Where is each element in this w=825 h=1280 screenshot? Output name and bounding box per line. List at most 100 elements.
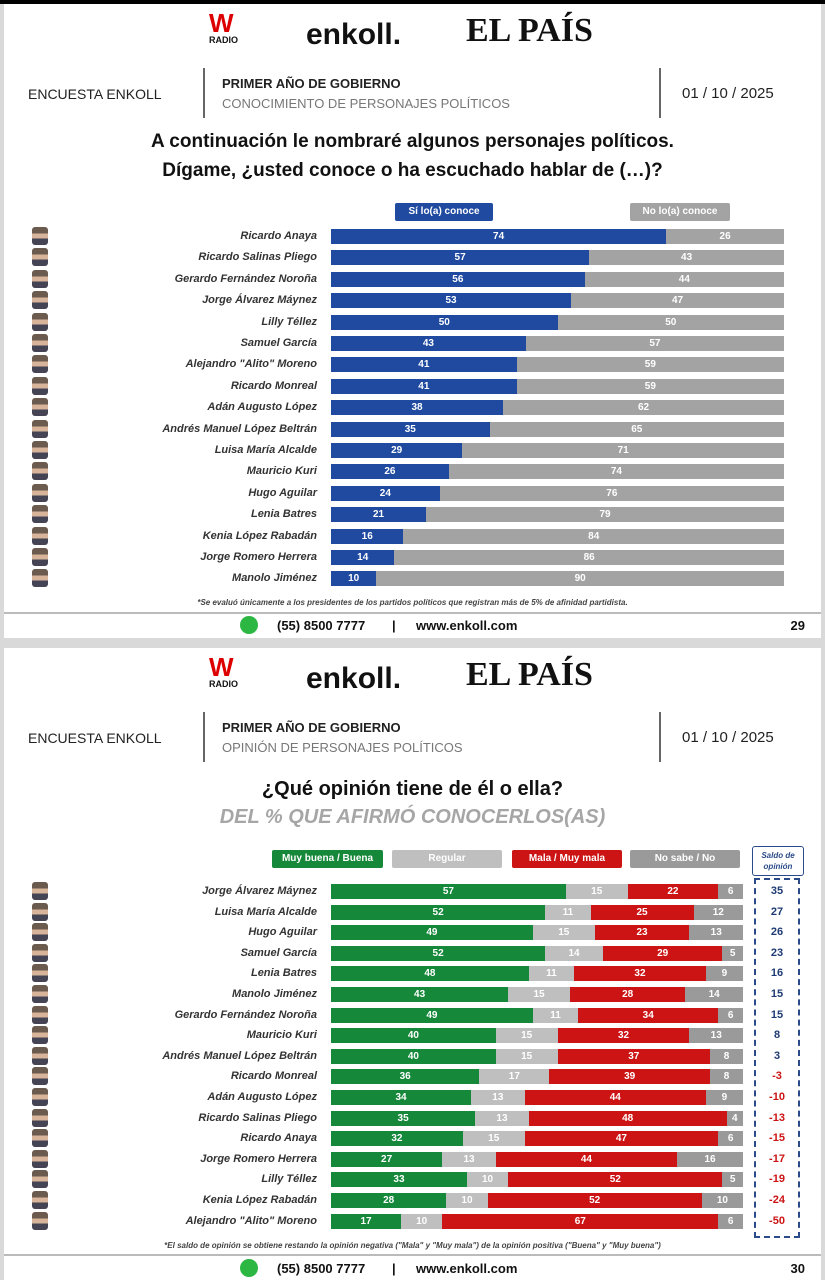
bar-segment: 36	[331, 1069, 480, 1085]
saldo-value: -15	[769, 1132, 785, 1145]
avatar	[32, 985, 48, 1003]
person-name: Luisa María Alcalde	[214, 905, 317, 918]
divider	[203, 68, 205, 118]
bar-segment: 14	[545, 945, 603, 961]
bar-segment: 48	[528, 1110, 727, 1126]
saldo-value: 23	[770, 946, 784, 959]
avatar	[32, 1108, 48, 1127]
legend-si-conoce: Sí lo(a) conoce	[395, 203, 493, 221]
bar-segment: 47	[571, 293, 784, 309]
bar-segment: 4	[726, 1110, 743, 1126]
bar-segment: 16	[677, 1151, 743, 1167]
person-name: Ricardo Salinas Pliego	[198, 1111, 317, 1124]
bar-segment: 26	[666, 229, 784, 244]
page-number: 30	[790, 1261, 805, 1276]
bar-segment: 13	[475, 1110, 529, 1126]
bar-segment: 57	[331, 884, 566, 899]
avatar	[32, 943, 48, 962]
footer-divider	[4, 612, 821, 614]
watermark: enkoll.	[154, 209, 202, 226]
website-link[interactable]: www.enkoll.com	[416, 618, 518, 633]
person-name: Kenia López Rabadán	[202, 529, 317, 542]
avatar	[32, 1005, 48, 1024]
avatar	[32, 548, 48, 566]
avatar	[32, 1129, 48, 1148]
bar-segment: 43	[589, 250, 784, 266]
enkoll-logo: enkoll.	[306, 18, 402, 51]
watermark: enkoll.	[4, 209, 52, 226]
footer-divider	[4, 1254, 821, 1256]
bar-segment: 49	[331, 1007, 533, 1023]
bar-segment: 49	[331, 925, 533, 941]
divider	[659, 68, 661, 118]
saldo-value: 16	[770, 967, 784, 980]
bar-segment: 33	[331, 1172, 467, 1188]
date: 01 / 10 / 2025	[682, 729, 774, 746]
top-border	[0, 0, 825, 4]
bar-segment: 13	[442, 1151, 496, 1167]
enkoll-logo: enkoll.	[306, 662, 402, 695]
el-pais-logo: EL PAÍS	[466, 12, 593, 49]
bar-segment: 23	[594, 925, 690, 941]
bar-segment: 25	[590, 904, 694, 920]
question: ¿Qué opinión tiene de él o ella?	[261, 778, 564, 800]
page-number: 29	[790, 618, 805, 633]
bar-segment: 13	[689, 1028, 743, 1044]
saldo-value: 15	[770, 1008, 784, 1021]
person-name: Lilly Téllez	[261, 1173, 317, 1186]
avatar	[32, 376, 48, 395]
person-name: Samuel García	[240, 946, 317, 959]
website-link[interactable]: www.enkoll.com	[416, 1261, 518, 1276]
bar-segment: 12	[693, 904, 743, 920]
slide-opinion: W RADIO enkoll. EL PAÍS ENCUESTA ENKOLL P…	[4, 648, 821, 1280]
bar-segment: 10	[401, 1213, 443, 1229]
bar-segment: 50	[557, 314, 784, 330]
bar-segment: 43	[331, 336, 526, 351]
bar-segment: 26	[331, 464, 449, 480]
bar-segment: 44	[495, 1151, 678, 1167]
bar-segment: 15	[532, 925, 595, 941]
bar-segment: 44	[584, 271, 784, 287]
bar-segment: 84	[403, 528, 784, 544]
footer-separator: |	[392, 1261, 396, 1276]
bar-segment: 43	[331, 987, 509, 1002]
person-name: Gerardo Fernández Noroña	[174, 1008, 317, 1021]
saldo-value: 8	[773, 1029, 781, 1042]
avatar	[32, 419, 48, 438]
avatar	[32, 1026, 48, 1045]
avatar	[32, 1046, 48, 1065]
bar-segment: 6	[718, 1007, 743, 1023]
bar-segment: 79	[426, 507, 784, 523]
saldo-value: 35	[770, 885, 784, 897]
watermark: enkoll.	[154, 853, 202, 870]
bar-segment: 16	[331, 528, 404, 544]
bar-segment: 71	[462, 443, 784, 458]
bar-segment: 35	[331, 1110, 476, 1126]
person-name: Kenia López Rabadán	[202, 1194, 317, 1206]
saldo-value: 27	[770, 905, 784, 918]
legend-buena: Muy buena / Buena	[272, 850, 383, 868]
saldo-value: -17	[769, 1152, 785, 1165]
slide-conocimiento: W RADIO enkoll. EL PAÍS ENCUESTA ENKOLL P…	[4, 4, 821, 638]
subtitle: DEL % QUE AFIRMÓ CONOCERLOS(AS)	[219, 806, 606, 828]
section-title: PRIMER AÑO DE GOBIERNO	[222, 76, 401, 91]
bar-segment: 52	[331, 904, 546, 920]
person-name: Lenia Batres	[250, 508, 317, 521]
saldo-value: -19	[769, 1173, 785, 1186]
avatar	[32, 248, 48, 267]
footnote: *Se evaluó únicamente a los presidentes …	[197, 598, 628, 607]
bar-segment: 28	[331, 1193, 447, 1208]
bar-segment: 35	[331, 421, 490, 437]
bar-segment: 10	[446, 1193, 488, 1208]
bar-segment: 10	[331, 571, 377, 587]
bar-segment: 5	[722, 945, 743, 961]
person-name: Gerardo Fernández Noroña	[174, 272, 317, 285]
footnote: *El saldo de opinión se obtiene restando…	[164, 1241, 661, 1250]
person-name: Adán Augusto López	[207, 1091, 317, 1103]
bar-segment: 29	[331, 443, 463, 458]
saldo-header: Saldo de opinión	[752, 846, 804, 876]
w-radio-logo: W RADIO	[209, 652, 238, 689]
bar-segment: 15	[462, 1131, 525, 1147]
saldo-value: -24	[769, 1194, 785, 1206]
saldo-value: 3	[773, 1049, 781, 1062]
